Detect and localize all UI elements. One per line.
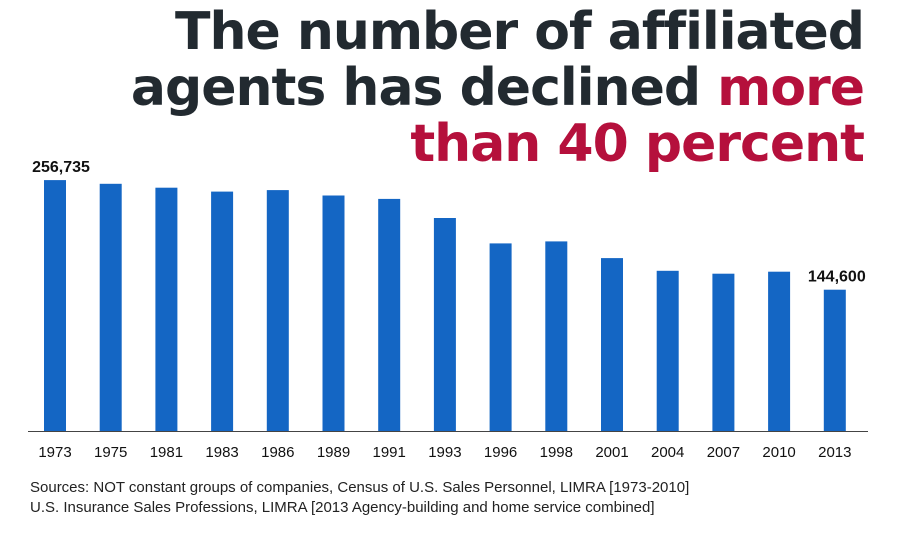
bar-chart: 1973 1975 1981 1983 1986 1989 1991 1993 1996 1998… <box>28 159 868 461</box>
bar-1993 <box>433 218 456 431</box>
bar-1983 <box>211 191 234 431</box>
tick-label-1975: 1975 <box>94 444 127 461</box>
tick-label-2001: 2001 <box>595 444 628 461</box>
tick-label-2010: 2010 <box>762 444 795 461</box>
title-highlight-percent: than 40 percent <box>410 114 865 174</box>
bar-2007 <box>712 273 735 431</box>
bar-1996 <box>489 243 512 431</box>
tick-label-1998: 1998 <box>540 444 573 461</box>
tick-label-1981: 1981 <box>150 444 183 461</box>
tick-label-2004: 2004 <box>651 444 684 461</box>
data-label-2013: 144,600 <box>808 269 866 286</box>
bar-2001 <box>601 258 623 431</box>
sources-note: Sources: NOT constant groups of companie… <box>30 478 689 518</box>
chart-title: The number of affiliated agents has decl… <box>24 2 865 174</box>
bar-2013 <box>823 289 846 431</box>
data-labels: 256,735 144,600 <box>32 159 866 286</box>
tick-label-2013: 2013 <box>818 444 851 461</box>
tick-label-1991: 1991 <box>373 444 406 461</box>
tick-label-1983: 1983 <box>205 444 238 461</box>
sources-line-2: U.S. Insurance Sales Professions, LIMRA … <box>30 499 655 516</box>
bar-1991 <box>378 198 401 431</box>
bar-1998 <box>545 241 568 431</box>
title-line-1: The number of affiliated <box>174 2 865 62</box>
sources-line-1: Sources: NOT constant groups of companie… <box>30 479 690 496</box>
tick-label-1993: 1993 <box>428 444 461 461</box>
bar-1973 <box>44 180 66 431</box>
data-label-1973: 256,735 <box>32 159 90 176</box>
bar-1989 <box>322 195 345 431</box>
x-axis-tick-labels: 1973 1975 1981 1983 1986 1989 1991 1993 1996 1998… <box>38 444 851 461</box>
title-highlight-more: more <box>717 58 865 118</box>
bar-series <box>44 180 846 431</box>
title-line-2: agents has declined <box>130 58 718 118</box>
tick-label-1973: 1973 <box>38 444 71 461</box>
bar-2004 <box>656 270 679 431</box>
tick-label-1989: 1989 <box>317 444 350 461</box>
bar-1975 <box>99 183 122 431</box>
bar-2010 <box>768 271 791 431</box>
bar-1981 <box>155 187 178 431</box>
tick-label-2007: 2007 <box>707 444 740 461</box>
tick-label-1986: 1986 <box>261 444 294 461</box>
bar-1986 <box>266 190 289 431</box>
tick-label-1996: 1996 <box>484 444 517 461</box>
